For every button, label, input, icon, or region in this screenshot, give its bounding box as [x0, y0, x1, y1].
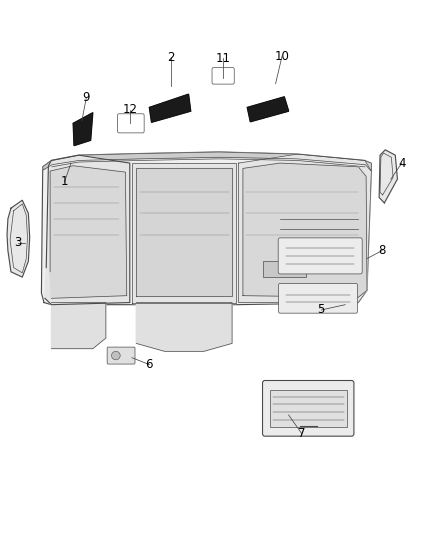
Polygon shape: [149, 94, 191, 122]
Text: 12: 12: [122, 103, 137, 116]
Polygon shape: [42, 152, 371, 305]
Polygon shape: [247, 97, 289, 122]
Text: 1: 1: [61, 175, 68, 188]
Ellipse shape: [112, 351, 120, 360]
FancyBboxPatch shape: [278, 238, 362, 274]
Text: 2: 2: [167, 51, 175, 63]
Text: 5: 5: [318, 303, 325, 317]
Bar: [270, 390, 346, 427]
Polygon shape: [50, 166, 127, 298]
Polygon shape: [239, 154, 371, 303]
Text: 10: 10: [275, 50, 290, 62]
FancyBboxPatch shape: [279, 284, 357, 313]
Polygon shape: [136, 303, 232, 351]
Polygon shape: [73, 113, 93, 146]
Polygon shape: [132, 163, 237, 303]
Polygon shape: [243, 163, 367, 297]
Polygon shape: [51, 303, 106, 349]
Polygon shape: [7, 200, 30, 277]
Polygon shape: [43, 152, 371, 171]
FancyBboxPatch shape: [262, 381, 354, 436]
Text: 3: 3: [14, 236, 21, 249]
Polygon shape: [45, 155, 130, 305]
FancyBboxPatch shape: [107, 347, 135, 364]
Text: 9: 9: [82, 91, 90, 104]
Polygon shape: [379, 150, 397, 203]
Bar: [262, 261, 306, 277]
Text: 6: 6: [145, 358, 153, 371]
Polygon shape: [136, 168, 232, 296]
Text: 8: 8: [378, 244, 386, 257]
Text: 7: 7: [298, 427, 305, 440]
Text: 11: 11: [216, 52, 231, 64]
Text: 4: 4: [398, 157, 406, 169]
